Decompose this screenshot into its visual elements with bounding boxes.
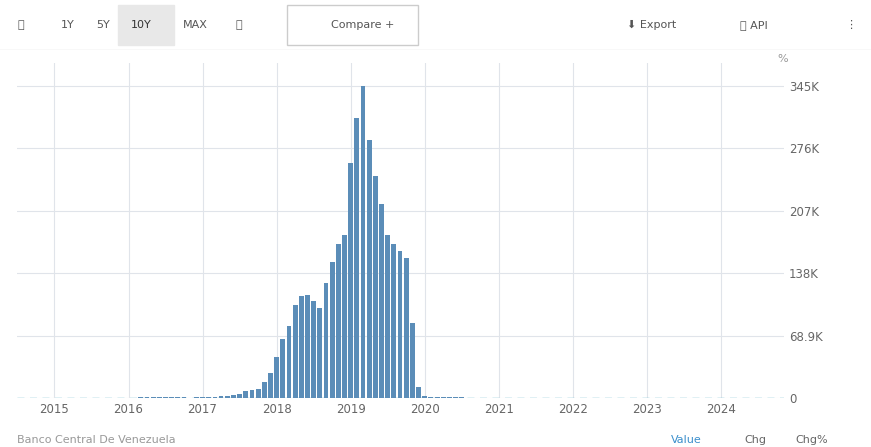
- Bar: [225, 396, 230, 398]
- Bar: [410, 323, 415, 398]
- Bar: [243, 391, 248, 398]
- Text: 1Y: 1Y: [61, 20, 75, 30]
- Bar: [118, 5, 174, 45]
- Text: ⋮: ⋮: [845, 20, 856, 30]
- Text: Banco Central De Venezuela: Banco Central De Venezuela: [17, 435, 176, 445]
- Bar: [305, 295, 310, 398]
- Bar: [262, 382, 267, 398]
- Bar: [200, 397, 205, 398]
- Text: 🗓: 🗓: [17, 20, 24, 30]
- Bar: [447, 397, 452, 398]
- Bar: [435, 397, 440, 398]
- Bar: [441, 397, 446, 398]
- Bar: [287, 326, 292, 398]
- Bar: [367, 140, 372, 398]
- Bar: [453, 397, 458, 398]
- Bar: [250, 390, 254, 398]
- Text: ⬇ Export: ⬇ Export: [627, 20, 677, 30]
- Bar: [416, 387, 421, 398]
- Bar: [342, 235, 347, 398]
- Bar: [287, 5, 418, 45]
- Bar: [256, 389, 260, 398]
- Bar: [138, 397, 143, 398]
- Bar: [268, 373, 273, 398]
- Bar: [175, 397, 180, 398]
- Text: Compare +: Compare +: [331, 20, 395, 30]
- Bar: [317, 308, 322, 398]
- Bar: [206, 397, 211, 398]
- Bar: [163, 397, 168, 398]
- Bar: [293, 305, 298, 398]
- Text: 📊: 📊: [235, 20, 242, 30]
- Bar: [237, 394, 242, 398]
- Bar: [182, 397, 186, 398]
- Bar: [391, 245, 396, 398]
- Bar: [219, 396, 224, 398]
- Text: Value: Value: [671, 435, 701, 445]
- Bar: [132, 397, 137, 398]
- Bar: [348, 163, 353, 398]
- Bar: [330, 262, 334, 398]
- Text: MAX: MAX: [183, 20, 208, 30]
- Bar: [404, 258, 408, 398]
- Bar: [169, 397, 174, 398]
- Bar: [145, 397, 150, 398]
- Bar: [422, 396, 427, 398]
- Text: %: %: [778, 55, 788, 64]
- Text: Chg: Chg: [745, 435, 766, 445]
- Bar: [231, 395, 236, 398]
- Bar: [151, 397, 156, 398]
- Bar: [274, 357, 279, 398]
- Bar: [280, 339, 285, 398]
- Bar: [324, 283, 328, 398]
- Bar: [336, 245, 341, 398]
- Text: Chg%: Chg%: [795, 435, 827, 445]
- Bar: [311, 301, 316, 398]
- Bar: [157, 397, 162, 398]
- Bar: [429, 396, 433, 398]
- Text: 10Y: 10Y: [131, 20, 152, 30]
- Bar: [379, 203, 384, 398]
- Bar: [299, 296, 304, 398]
- Text: 5Y: 5Y: [96, 20, 110, 30]
- Bar: [361, 86, 366, 398]
- Bar: [459, 397, 464, 398]
- Text: 🗄 API: 🗄 API: [740, 20, 768, 30]
- Bar: [373, 177, 378, 398]
- Bar: [194, 397, 199, 398]
- Bar: [398, 251, 402, 398]
- Bar: [354, 118, 359, 398]
- Bar: [465, 397, 470, 398]
- Bar: [188, 397, 192, 398]
- Bar: [213, 396, 218, 398]
- Bar: [385, 235, 390, 398]
